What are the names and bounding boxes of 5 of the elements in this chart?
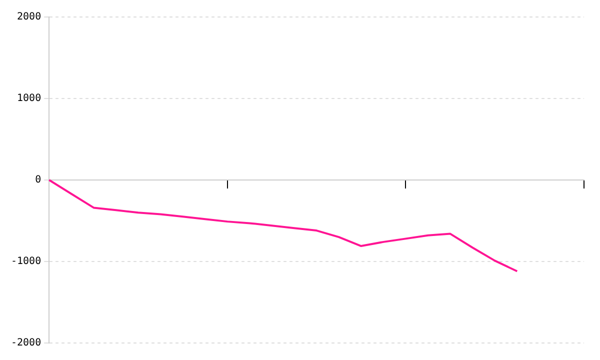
y-tick-label: 0 xyxy=(35,174,42,186)
y-tick-label: 1000 xyxy=(17,93,42,104)
y-tick-label: -1000 xyxy=(10,256,42,268)
y-tick-label: -2000 xyxy=(10,338,42,349)
y-tick-label: 2000 xyxy=(17,12,42,23)
